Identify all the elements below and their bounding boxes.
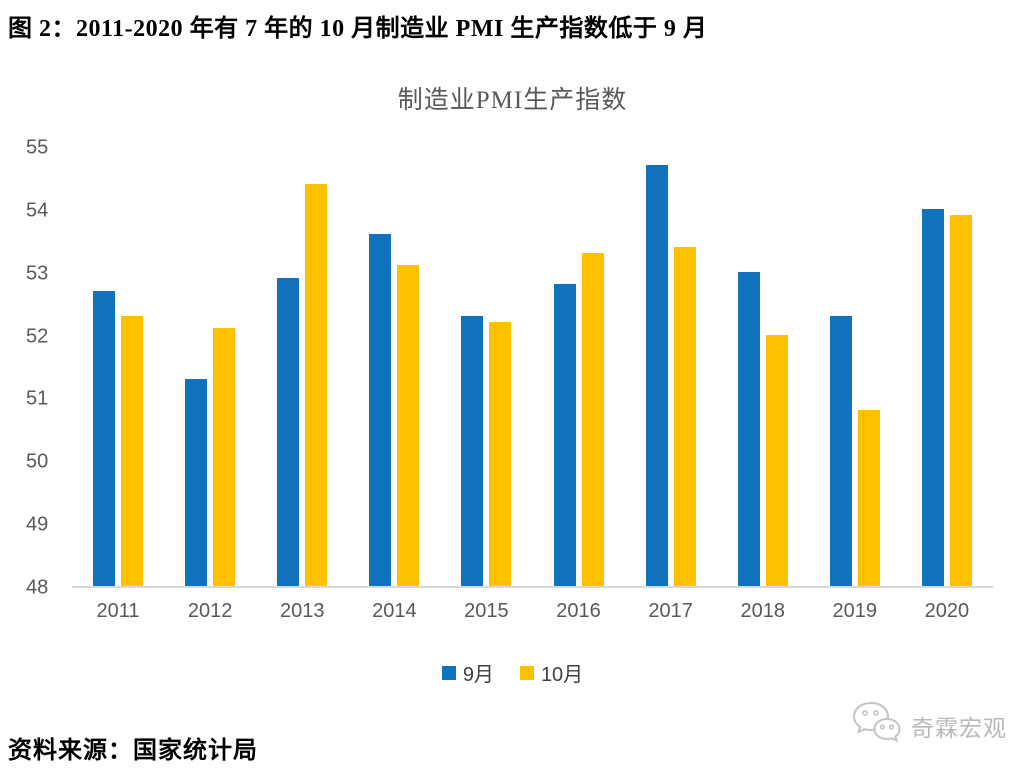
legend-label: 9月 (462, 664, 494, 686)
bar-group-2018 (717, 148, 809, 586)
x-tick-label: 2013 (279, 600, 325, 622)
bar-9月-2012 (185, 378, 208, 586)
x-tick-label: 2018 (740, 600, 785, 622)
brand-name: 奇霖宏观 (911, 715, 1007, 741)
x-tick-label: 2016 (556, 600, 601, 622)
y-axis: 55 54 53 52 51 50 49 48 (22, 137, 72, 599)
legend-item-9月: 9月 (441, 658, 494, 687)
chart-title: 制造业PMI生产指数 (397, 87, 628, 114)
bar-group-2020 (901, 148, 993, 586)
x-tick-label: 2020 (924, 600, 970, 622)
x-tick-label: 2014 (372, 600, 417, 622)
x-tick-label: 2017 (648, 600, 693, 622)
legend-item-10月: 10月 (519, 658, 584, 687)
chart-area: 55 54 53 52 51 50 49 48 (22, 137, 993, 599)
y-tick-label: 54 (26, 199, 49, 222)
bar-10月-2018 (765, 334, 788, 586)
y-tick-label: 51 (26, 387, 49, 410)
x-tick-label: 2019 (832, 600, 878, 622)
bar-10月-2014 (397, 265, 420, 586)
page-title: 图 2：2011-2020 年有 7 年的 10 月制造业 PMI 生产指数低于… (8, 16, 708, 42)
bar-9月-2019 (829, 315, 852, 586)
bar-9月-2014 (369, 234, 392, 586)
bar-9月-2016 (553, 284, 576, 586)
bar-9月-2017 (645, 164, 668, 586)
x-axis: 2011 2012 2013 2014 2015 2016 2017 2018 2019 2020 (72, 600, 993, 623)
bar-10月-2012 (213, 328, 236, 586)
bar-9月-2011 (93, 290, 116, 586)
bar-10月-2019 (857, 410, 880, 586)
bar-10月-2016 (581, 252, 604, 586)
y-tick-label: 48 (26, 576, 49, 599)
bar-group-2019 (809, 148, 901, 586)
brand-logo: 奇霖宏观 (851, 700, 1007, 751)
x-tick-label: 2015 (464, 600, 509, 622)
y-tick-label: 49 (26, 513, 49, 536)
bar-9月-2013 (277, 278, 300, 586)
x-tick-label: 2012 (187, 600, 233, 622)
bar-9月-2020 (921, 208, 944, 586)
bar-group-2012 (164, 148, 256, 586)
y-tick-label: 55 (26, 136, 49, 159)
source-note: 资料来源：国家统计局 (8, 738, 258, 764)
bar-group-2011 (72, 148, 164, 586)
bar-10月-2011 (121, 315, 144, 586)
x-tick-label: 2011 (96, 600, 140, 622)
y-tick-label: 50 (26, 450, 49, 473)
bar-10月-2015 (489, 322, 512, 586)
bar-10月-2020 (949, 215, 972, 586)
bar-9月-2018 (737, 271, 760, 586)
legend-label: 10月 (540, 664, 584, 686)
bar-10月-2017 (673, 246, 696, 586)
legend-swatch (519, 665, 534, 680)
bar-group-2016 (532, 148, 624, 586)
bar-10月-2013 (305, 183, 328, 586)
bar-group-2015 (440, 148, 532, 586)
wechat-bubbles-icon (851, 700, 903, 751)
y-tick-label: 52 (26, 325, 49, 348)
bar-group-2017 (625, 148, 717, 586)
bar-9月-2015 (461, 315, 484, 586)
bar-group-2013 (256, 148, 348, 586)
legend-swatch (441, 665, 456, 680)
plot-area (72, 148, 993, 588)
legend: 9月 10月 (0, 658, 1025, 687)
y-tick-label: 53 (26, 262, 49, 285)
bar-group-2014 (348, 148, 440, 586)
